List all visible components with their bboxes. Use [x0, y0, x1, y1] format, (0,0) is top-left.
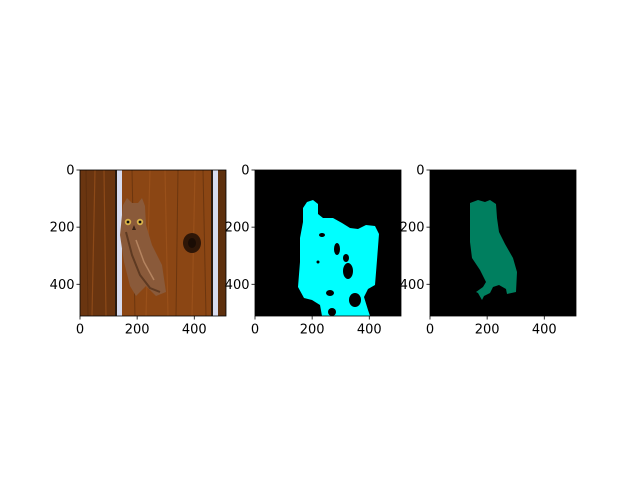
y-tick-label: 0	[66, 164, 74, 179]
y-tick-label: 400	[225, 278, 250, 293]
panel-green-mask: 0 200 400 0 200 400	[400, 164, 577, 338]
x-tick-label: 400	[182, 323, 207, 338]
green-mask-axes: 0 200 400 0 200 400	[400, 164, 557, 338]
y-tick-label: 0	[416, 164, 424, 179]
y-tick-label: 400	[400, 278, 425, 293]
y-tick-label: 200	[225, 221, 250, 236]
green-mask-image	[430, 170, 576, 316]
x-tick-label: 200	[125, 323, 150, 338]
owl-photo-axes: 0 200 400 0 200 400	[50, 164, 207, 338]
cyan-mask-axes: 0 200 400 0 200 400	[225, 164, 382, 338]
x-tick-label: 0	[251, 323, 259, 338]
y-tick-label: 400	[50, 278, 75, 293]
y-tick-label: 200	[50, 221, 75, 236]
owl-photo-image	[80, 170, 226, 316]
y-tick-label: 200	[400, 221, 425, 236]
x-tick-label: 0	[76, 323, 84, 338]
x-tick-label: 200	[300, 323, 325, 338]
x-tick-label: 200	[475, 323, 500, 338]
cyan-mask-image	[255, 170, 401, 316]
x-tick-label: 400	[357, 323, 382, 338]
panel-owl-photo: 0 200 400 0 200 400	[50, 164, 227, 338]
x-tick-label: 400	[532, 323, 557, 338]
y-tick-label: 0	[241, 164, 249, 179]
panel-cyan-mask: 0 200 400 0 200 400	[225, 164, 402, 338]
x-tick-label: 0	[426, 323, 434, 338]
